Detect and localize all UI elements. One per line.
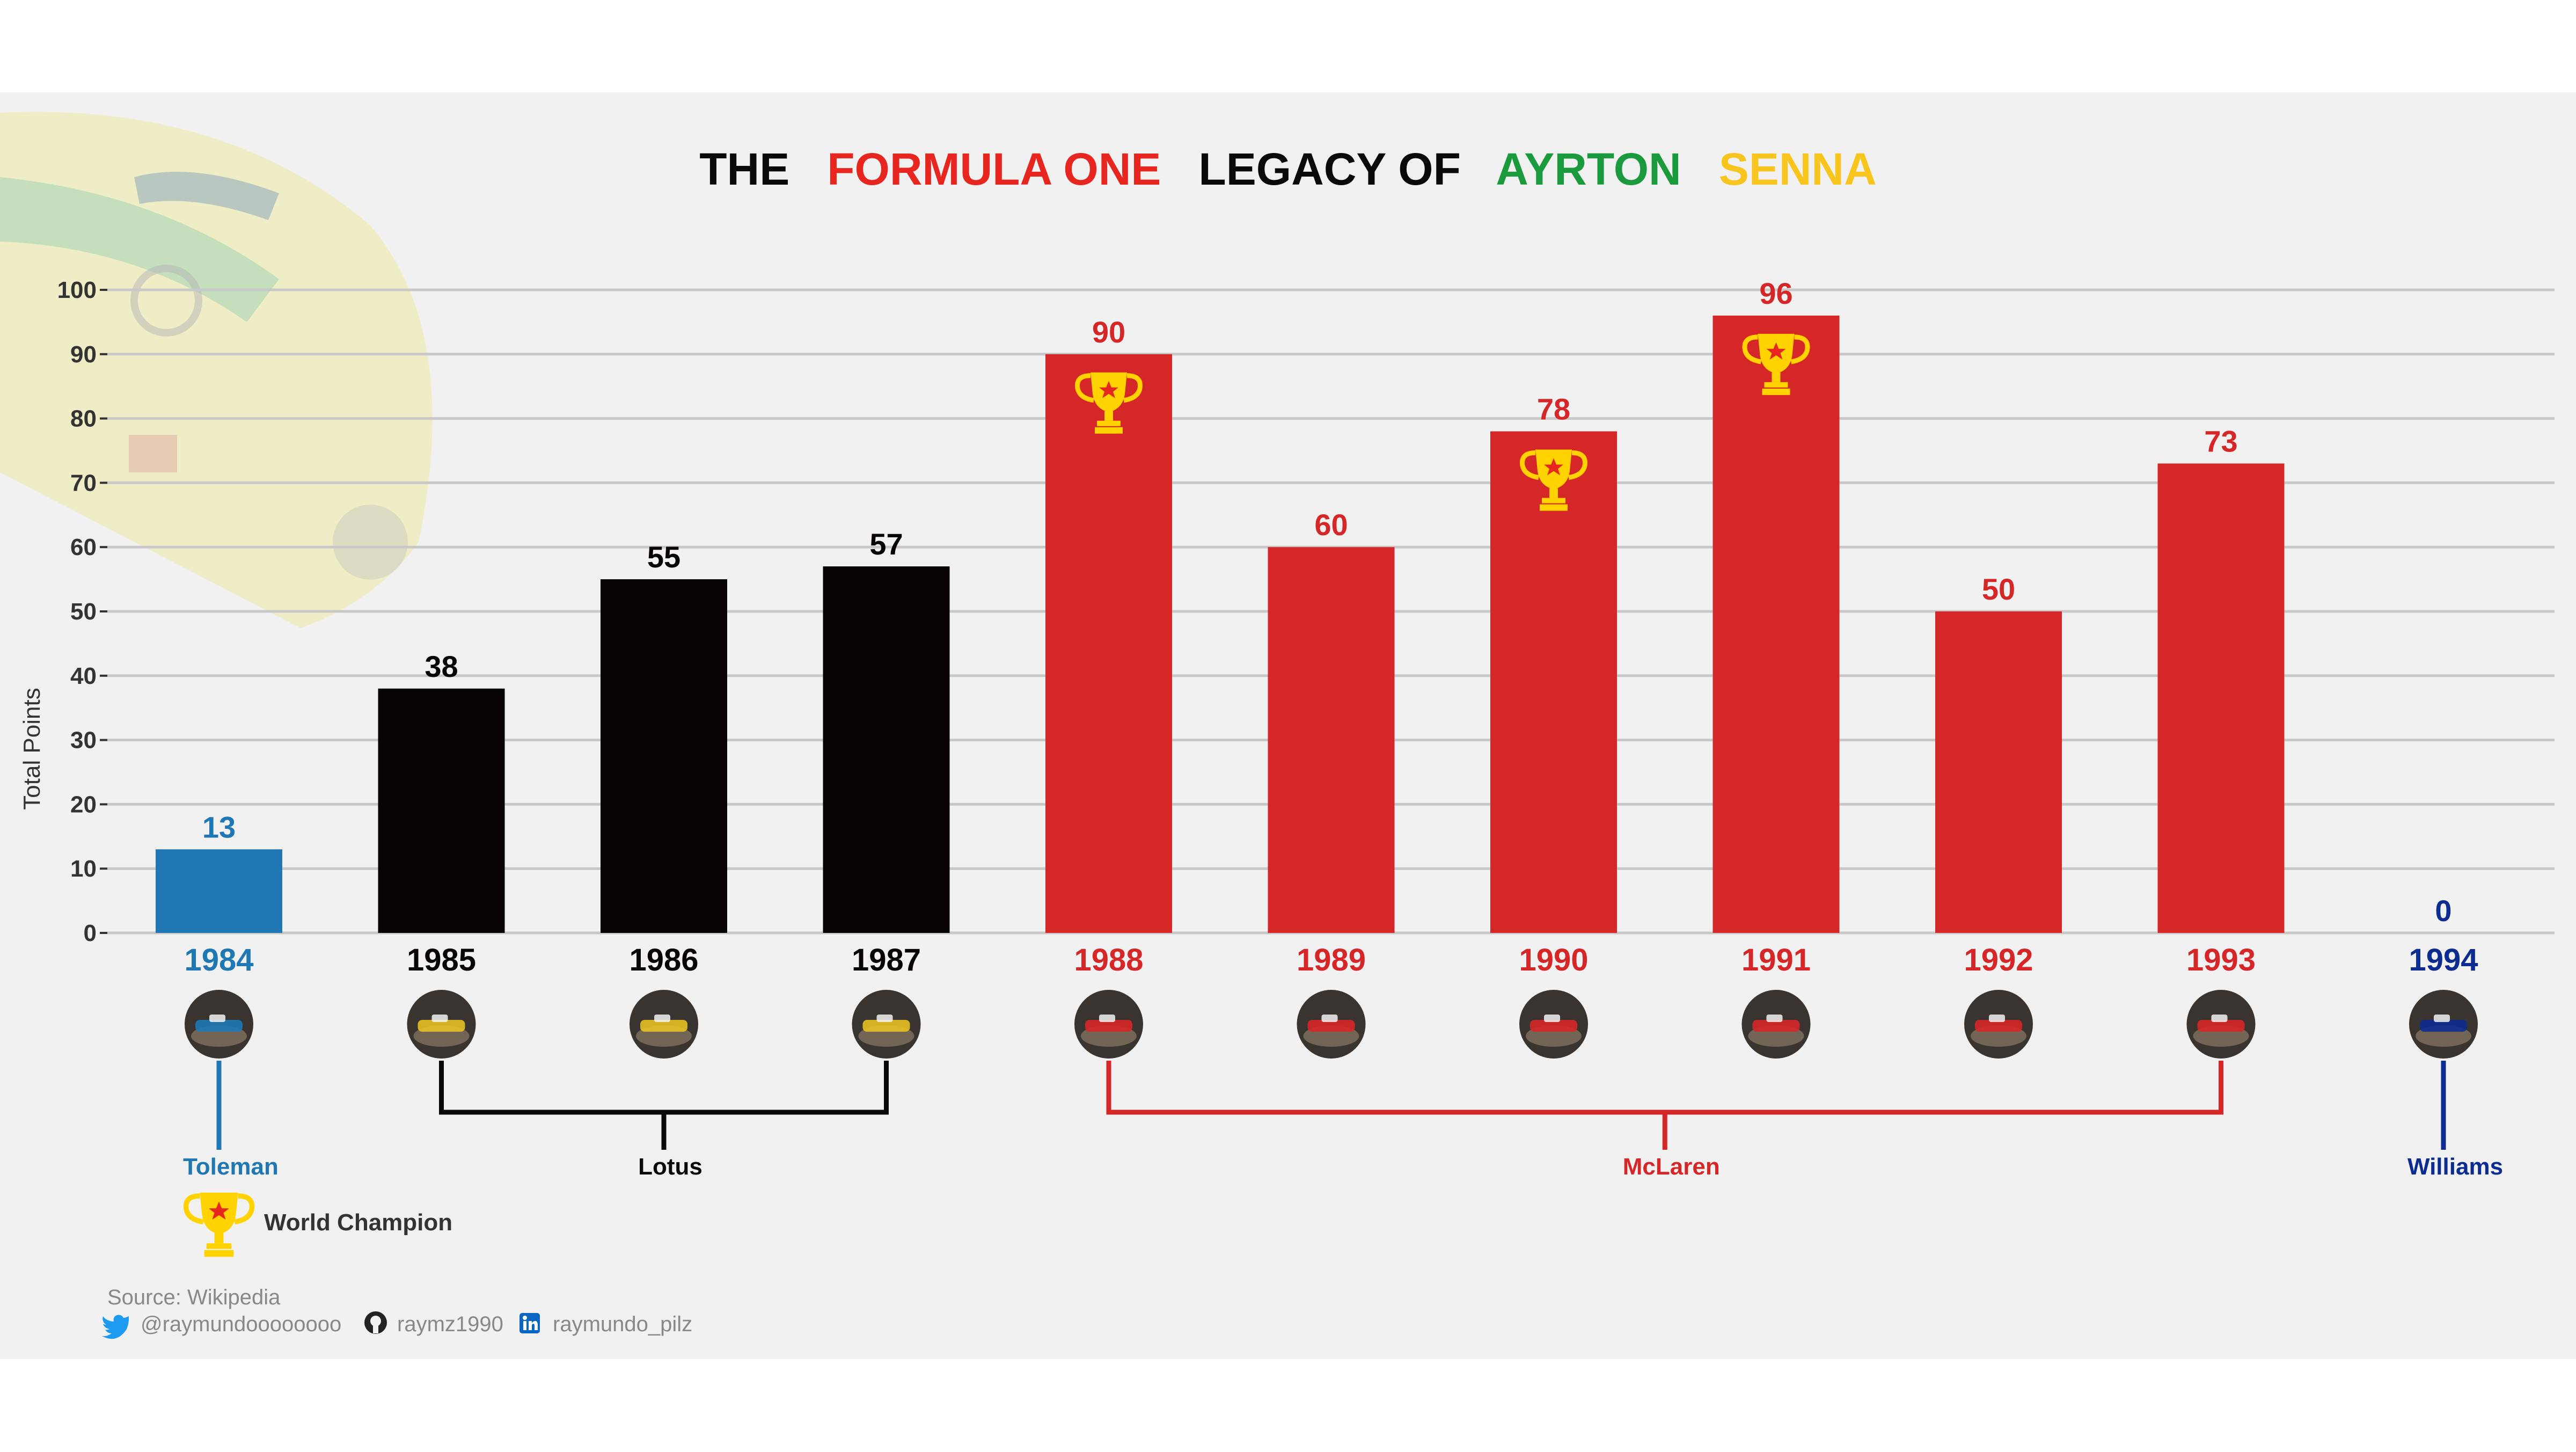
car-thumbnail-1994 xyxy=(2409,990,2478,1059)
team-brackets: Toleman Lotus McLaren Williams xyxy=(183,1061,2503,1180)
value-label-1992: 50 xyxy=(1982,572,2015,606)
legend-label: World Champion xyxy=(264,1209,452,1236)
x-tick-label-1988: 1988 xyxy=(1074,943,1143,977)
value-label-1986: 55 xyxy=(647,540,680,574)
value-label-1987: 57 xyxy=(869,527,903,561)
car-thumbnail-1993 xyxy=(2186,990,2256,1059)
team-label: Lotus xyxy=(638,1154,702,1180)
bar-1992 xyxy=(1935,611,2062,933)
x-tick-label-1993: 1993 xyxy=(2186,943,2256,977)
value-label-1994: 0 xyxy=(2435,894,2451,928)
linkedin-handle: raymundo_pilz xyxy=(553,1312,692,1336)
title-part: LEGACY OF xyxy=(1198,144,1459,194)
x-tick-label-1994: 1994 xyxy=(2409,943,2478,977)
bar-1988 xyxy=(1045,354,1172,933)
y-tick-label: 20 xyxy=(70,791,97,818)
y-tick-label: 80 xyxy=(70,406,97,432)
y-tick-label: 50 xyxy=(70,599,97,625)
twitter-icon xyxy=(102,1315,129,1339)
helmet-watermark xyxy=(0,112,433,628)
team-label: Toleman xyxy=(183,1154,279,1180)
y-tick-label: 0 xyxy=(84,920,97,946)
team-label: McLaren xyxy=(1623,1154,1720,1180)
car-thumbnail-1990 xyxy=(1519,990,1588,1059)
title-part: AYRTON xyxy=(1496,144,1681,194)
chart-title-text: THE FORMULA ONE LEGACY OF AYRTON SENNA xyxy=(699,144,1877,194)
source-label: Source: Wikipedia xyxy=(107,1286,281,1309)
linkedin-icon xyxy=(519,1313,540,1333)
x-tick-label-1987: 1987 xyxy=(852,943,921,977)
y-tick-label: 10 xyxy=(70,856,97,882)
x-tick-label-1989: 1989 xyxy=(1297,943,1366,977)
team-lotus: Lotus xyxy=(439,1061,889,1180)
x-tick-label-1992: 1992 xyxy=(1964,943,2033,977)
title-part: FORMULA ONE xyxy=(827,144,1161,194)
x-tick-label-1985: 1985 xyxy=(407,943,476,977)
bar-1987 xyxy=(823,566,950,933)
y-tick-label: 30 xyxy=(70,727,97,754)
value-label-1984: 13 xyxy=(202,810,236,844)
y-axis-label: Total Points xyxy=(19,688,45,809)
car-thumbnail-1985 xyxy=(407,990,476,1059)
bar-1986 xyxy=(601,579,727,933)
value-label-1993: 73 xyxy=(2204,424,2237,458)
x-tick-label-1986: 1986 xyxy=(629,943,698,977)
x-axis-tick-labels: 1984 1985 1986 1987 1988 1989 1990 1991 1992 1993… xyxy=(184,943,2478,977)
x-tick-label-1984: 1984 xyxy=(184,943,253,977)
github-icon xyxy=(364,1311,387,1334)
bar-1989 xyxy=(1268,547,1395,933)
y-tick-label: 100 xyxy=(57,277,97,303)
social-footer: @raymundoooooooo raymz1990 raymundo_pilz xyxy=(102,1311,692,1339)
bars xyxy=(156,315,2285,933)
value-label-1989: 60 xyxy=(1314,508,1348,542)
x-tick-label-1990: 1990 xyxy=(1519,943,1588,977)
title-part: SENNA xyxy=(1719,144,1877,194)
twitter-handle: @raymundoooooooo xyxy=(141,1312,341,1336)
y-tick-label: 90 xyxy=(70,341,97,368)
car-thumbnail-1987 xyxy=(852,990,921,1059)
github-handle: raymz1990 xyxy=(397,1312,503,1336)
bar-1991 xyxy=(1713,315,1840,933)
title-part: THE xyxy=(699,144,789,194)
team-williams: Williams xyxy=(2407,1061,2503,1180)
value-label-1988: 90 xyxy=(1092,315,1125,349)
bar-1993 xyxy=(2157,463,2285,933)
car-thumbnail-1986 xyxy=(630,990,698,1059)
bar-1985 xyxy=(378,688,505,933)
y-axis: 0 10 20 30 40 50 60 70 80 90 100 xyxy=(57,277,107,946)
team-label: Williams xyxy=(2407,1154,2503,1180)
value-label-1990: 78 xyxy=(1537,392,1570,426)
y-tick-label: 70 xyxy=(70,470,97,496)
team-mclaren: McLaren xyxy=(1106,1061,2223,1180)
bar-1990 xyxy=(1490,431,1617,933)
team-toleman: Toleman xyxy=(183,1061,279,1180)
car-thumbnail-1988 xyxy=(1074,990,1143,1059)
car-thumbnail-1984 xyxy=(185,990,253,1059)
y-tick-label: 40 xyxy=(70,663,97,689)
x-tick-label-1991: 1991 xyxy=(1741,943,1811,977)
value-label-1991: 96 xyxy=(1759,276,1792,310)
value-labels: 13 38 55 57 90 60 78 96 50 73 0 xyxy=(202,276,2452,928)
legend: World Champion xyxy=(186,1193,452,1257)
car-thumbnails xyxy=(185,990,2478,1059)
bar-1984 xyxy=(156,849,282,933)
y-tick-label: 60 xyxy=(70,534,97,560)
chart-title: THE FORMULA ONE LEGACY OF AYRTON SENNA xyxy=(699,144,1877,194)
car-thumbnail-1992 xyxy=(1964,990,2033,1059)
value-label-1985: 38 xyxy=(425,650,458,683)
car-thumbnail-1989 xyxy=(1297,990,1366,1059)
car-thumbnail-1991 xyxy=(1741,990,1811,1059)
